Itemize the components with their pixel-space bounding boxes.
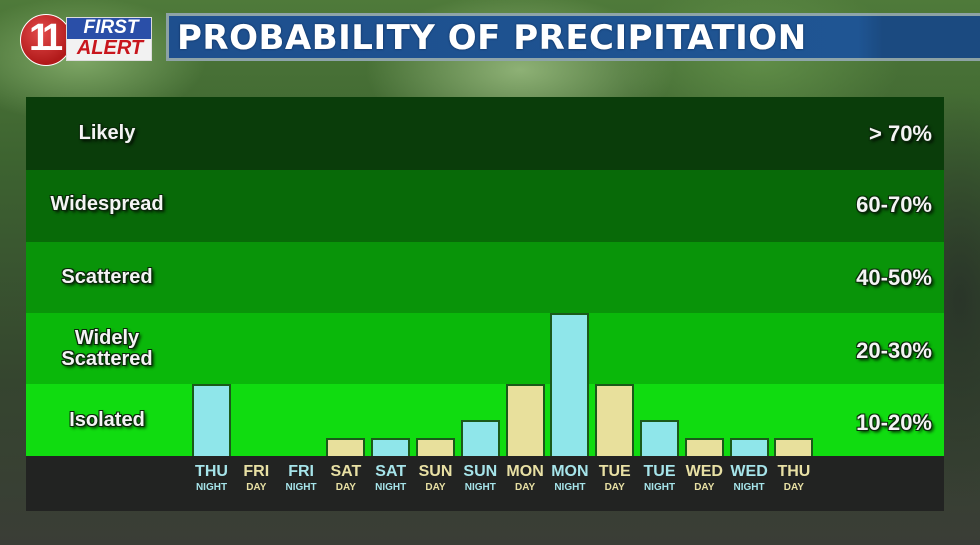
band-label: Widespread (50, 193, 164, 215)
x-axis-label: TUE NIGHT (638, 463, 682, 495)
day-name: FRI (288, 463, 314, 480)
day-name: SAT (330, 463, 362, 480)
precip-bar (640, 420, 679, 456)
band-label: Isolated (69, 409, 145, 431)
precip-bar (550, 313, 590, 456)
band-widely-scattered: Widely Scattered 20-30% (26, 313, 944, 384)
x-axis-label: THU NIGHT (190, 463, 234, 495)
x-axis-label: WED NIGHT (727, 463, 771, 495)
day-name: SUN (463, 463, 498, 480)
day-name: THU (777, 463, 811, 480)
x-axis-label: FRI NIGHT (279, 463, 323, 495)
logo-alert-text: ALERT (76, 37, 144, 59)
x-axis-label: SUN DAY (414, 463, 458, 495)
day-name: SUN (418, 463, 453, 480)
precip-bar (416, 438, 455, 456)
page-title: PROBABILITY OF PRECIPITATION (177, 18, 807, 58)
precip-bar (729, 438, 769, 456)
logo-first-text: FIRST (83, 17, 139, 38)
day-name: FRI (243, 463, 270, 480)
period-name: NIGHT (285, 482, 317, 493)
precip-bar (774, 438, 814, 456)
period-name: DAY (425, 482, 446, 493)
band-range: > 70% (869, 121, 932, 146)
period-name: NIGHT (643, 482, 676, 493)
x-axis-label: TUE DAY (593, 463, 637, 495)
logo-circle (20, 14, 72, 66)
precip-bar (684, 438, 724, 456)
logo-number: 11 (29, 17, 63, 59)
precip-bar (460, 420, 500, 456)
x-axis-label: SAT DAY (324, 463, 368, 495)
period-name: NIGHT (195, 482, 228, 493)
band-label: Widely Scattered (61, 327, 153, 370)
period-name: DAY (604, 482, 625, 493)
band-likely: Likely > 70% (26, 97, 944, 170)
band-range: 10-20% (856, 410, 932, 435)
band-label: Scattered (61, 266, 153, 288)
first-alert-logo: 11 FIRST ALERT (20, 12, 152, 66)
period-name: DAY (514, 482, 536, 493)
day-name: MON (551, 463, 589, 480)
period-name: NIGHT (464, 482, 496, 493)
band-label: Likely (78, 122, 136, 144)
day-name: WED (730, 463, 768, 480)
precip-bar (326, 438, 366, 456)
band-range: 40-50% (856, 265, 932, 290)
precipitation-chart: Likely > 70% Widespread 60-70% Scattered… (26, 97, 944, 511)
title-bar: PROBABILITY OF PRECIPITATION (166, 13, 980, 61)
band-range: 60-70% (856, 192, 932, 217)
period-name: DAY (246, 482, 267, 493)
band-scattered: Scattered 40-50% (26, 242, 944, 313)
band-range: 20-30% (856, 338, 932, 363)
period-name: NIGHT (733, 482, 765, 493)
x-axis-label: THU DAY (772, 463, 816, 495)
x-axis-label: SUN NIGHT (458, 463, 502, 495)
x-axis-label: WED DAY (682, 463, 726, 495)
period-name: DAY (783, 482, 804, 493)
precip-bar (192, 384, 231, 456)
period-name: NIGHT (554, 482, 586, 493)
period-name: NIGHT (375, 482, 407, 493)
x-axis-label: MON NIGHT (548, 463, 592, 495)
x-axis-label: SAT NIGHT (369, 463, 413, 495)
day-name: SAT (375, 463, 407, 480)
precip-bar (595, 384, 635, 456)
x-axis-label: MON DAY (503, 463, 547, 495)
period-name: DAY (335, 482, 356, 493)
x-axis-label: FRI DAY (234, 463, 278, 495)
day-name: TUE (643, 463, 676, 480)
day-name: TUE (598, 463, 631, 480)
day-name: MON (506, 463, 544, 480)
day-name: WED (685, 463, 723, 480)
band-widespread: Widespread 60-70% (26, 170, 944, 242)
precip-bar (505, 384, 545, 456)
precip-bar (371, 438, 411, 456)
x-axis-strip (26, 456, 944, 511)
day-name: THU (195, 463, 228, 480)
period-name: DAY (694, 482, 715, 493)
logo-badge (66, 17, 152, 61)
